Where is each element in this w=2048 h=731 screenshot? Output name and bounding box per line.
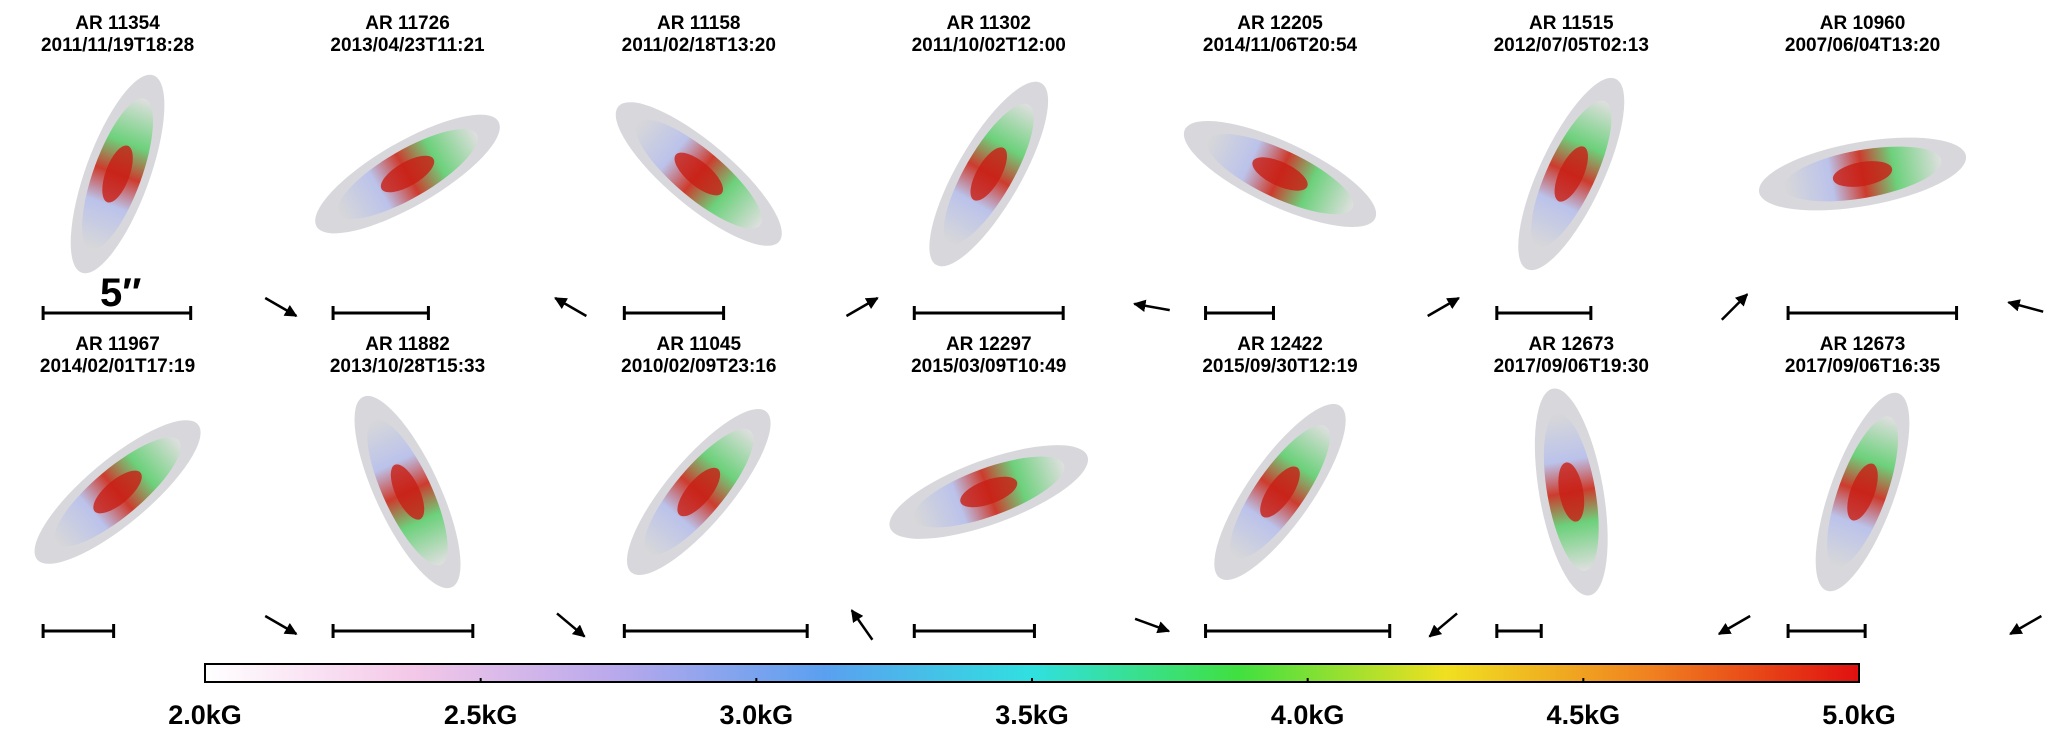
arrow xyxy=(1719,616,1750,634)
panel-date: 2013/04/23T11:21 xyxy=(330,35,485,56)
panel-date: 2017/09/06T19:30 xyxy=(1494,356,1649,377)
panel-ar: AR 11045 xyxy=(657,334,742,355)
arrow xyxy=(265,616,296,634)
magnetogram xyxy=(598,82,800,266)
arrow xyxy=(265,298,296,316)
arrow xyxy=(1722,294,1747,319)
arrow xyxy=(1134,304,1169,310)
magnetogram xyxy=(1171,101,1388,248)
magnetogram xyxy=(52,64,184,283)
magnetogram xyxy=(1522,383,1621,601)
magnetogram xyxy=(1194,388,1367,597)
panel-date: 2015/09/30T12:19 xyxy=(1202,356,1357,377)
panel-ar: AR 11158 xyxy=(657,13,740,34)
arrow xyxy=(852,610,873,639)
panel-date: 2014/11/06T20:54 xyxy=(1203,35,1358,56)
panel-ar: AR 11882 xyxy=(365,334,450,355)
panel-ar: AR 12297 xyxy=(946,334,1032,355)
panel-date: 2014/02/01T17:19 xyxy=(40,356,195,377)
panel-ar: AR 11515 xyxy=(1529,13,1614,34)
magnetogram xyxy=(1498,65,1645,282)
magnetogram xyxy=(334,383,481,600)
colorbar-tick-label: 3.0kG xyxy=(720,700,794,730)
colorbar-tick-label: 2.0kG xyxy=(168,700,242,730)
colorbar-tick-label: 4.5kG xyxy=(1547,700,1621,730)
magnetogram xyxy=(1754,124,1972,223)
arrow xyxy=(1428,298,1459,316)
colorbar-tick-label: 5.0kG xyxy=(1822,700,1896,730)
magnetogram xyxy=(909,67,1069,281)
magnetogram xyxy=(17,400,219,584)
panel-date: 2017/09/06T16:35 xyxy=(1785,356,1941,377)
magnetogram xyxy=(301,94,515,254)
panel-ar: AR 11354 xyxy=(75,13,160,34)
magnetogram xyxy=(607,391,791,593)
panel-date: 2015/03/09T10:49 xyxy=(911,356,1066,377)
arrow xyxy=(557,613,585,636)
panel-date: 2011/02/18T13:20 xyxy=(622,35,776,56)
magnetogram xyxy=(1797,382,1929,601)
panel-ar: AR 11302 xyxy=(946,13,1031,34)
magnetogram xyxy=(879,426,1098,558)
colorbar-tick-label: 2.5kG xyxy=(444,700,518,730)
colorbar-tick-label: 3.5kG xyxy=(995,700,1069,730)
panel-date: 2011/11/19T18:28 xyxy=(41,35,194,56)
scale-label: 5″ xyxy=(100,271,141,315)
arrow xyxy=(2010,616,2041,634)
panel-ar: AR 11967 xyxy=(75,334,160,355)
panel-date: 2011/10/02T12:00 xyxy=(912,35,1066,56)
panel-date: 2012/07/05T02:13 xyxy=(1494,35,1649,56)
arrow xyxy=(2008,302,2043,311)
panel-ar: AR 11726 xyxy=(365,13,450,34)
arrow xyxy=(555,298,586,316)
panel-ar: AR 10960 xyxy=(1820,13,1906,34)
figure: AR 113542011/11/19T18:28 AR 117262013/04/… xyxy=(0,0,2048,731)
colorbar-tick-label: 4.0kG xyxy=(1271,700,1345,730)
arrow xyxy=(846,298,877,316)
arrow xyxy=(1135,619,1169,631)
panel-ar: AR 12422 xyxy=(1237,334,1323,355)
panel-date: 2010/02/09T23:16 xyxy=(621,356,776,377)
panel-ar: AR 12673 xyxy=(1528,334,1614,355)
panel-ar: AR 12205 xyxy=(1237,13,1323,34)
panel-ar: AR 12673 xyxy=(1820,334,1906,355)
panel-date: 2007/06/04T13:20 xyxy=(1785,35,1940,56)
arrow xyxy=(1429,613,1457,636)
panel-date: 2013/10/28T15:33 xyxy=(330,356,485,377)
